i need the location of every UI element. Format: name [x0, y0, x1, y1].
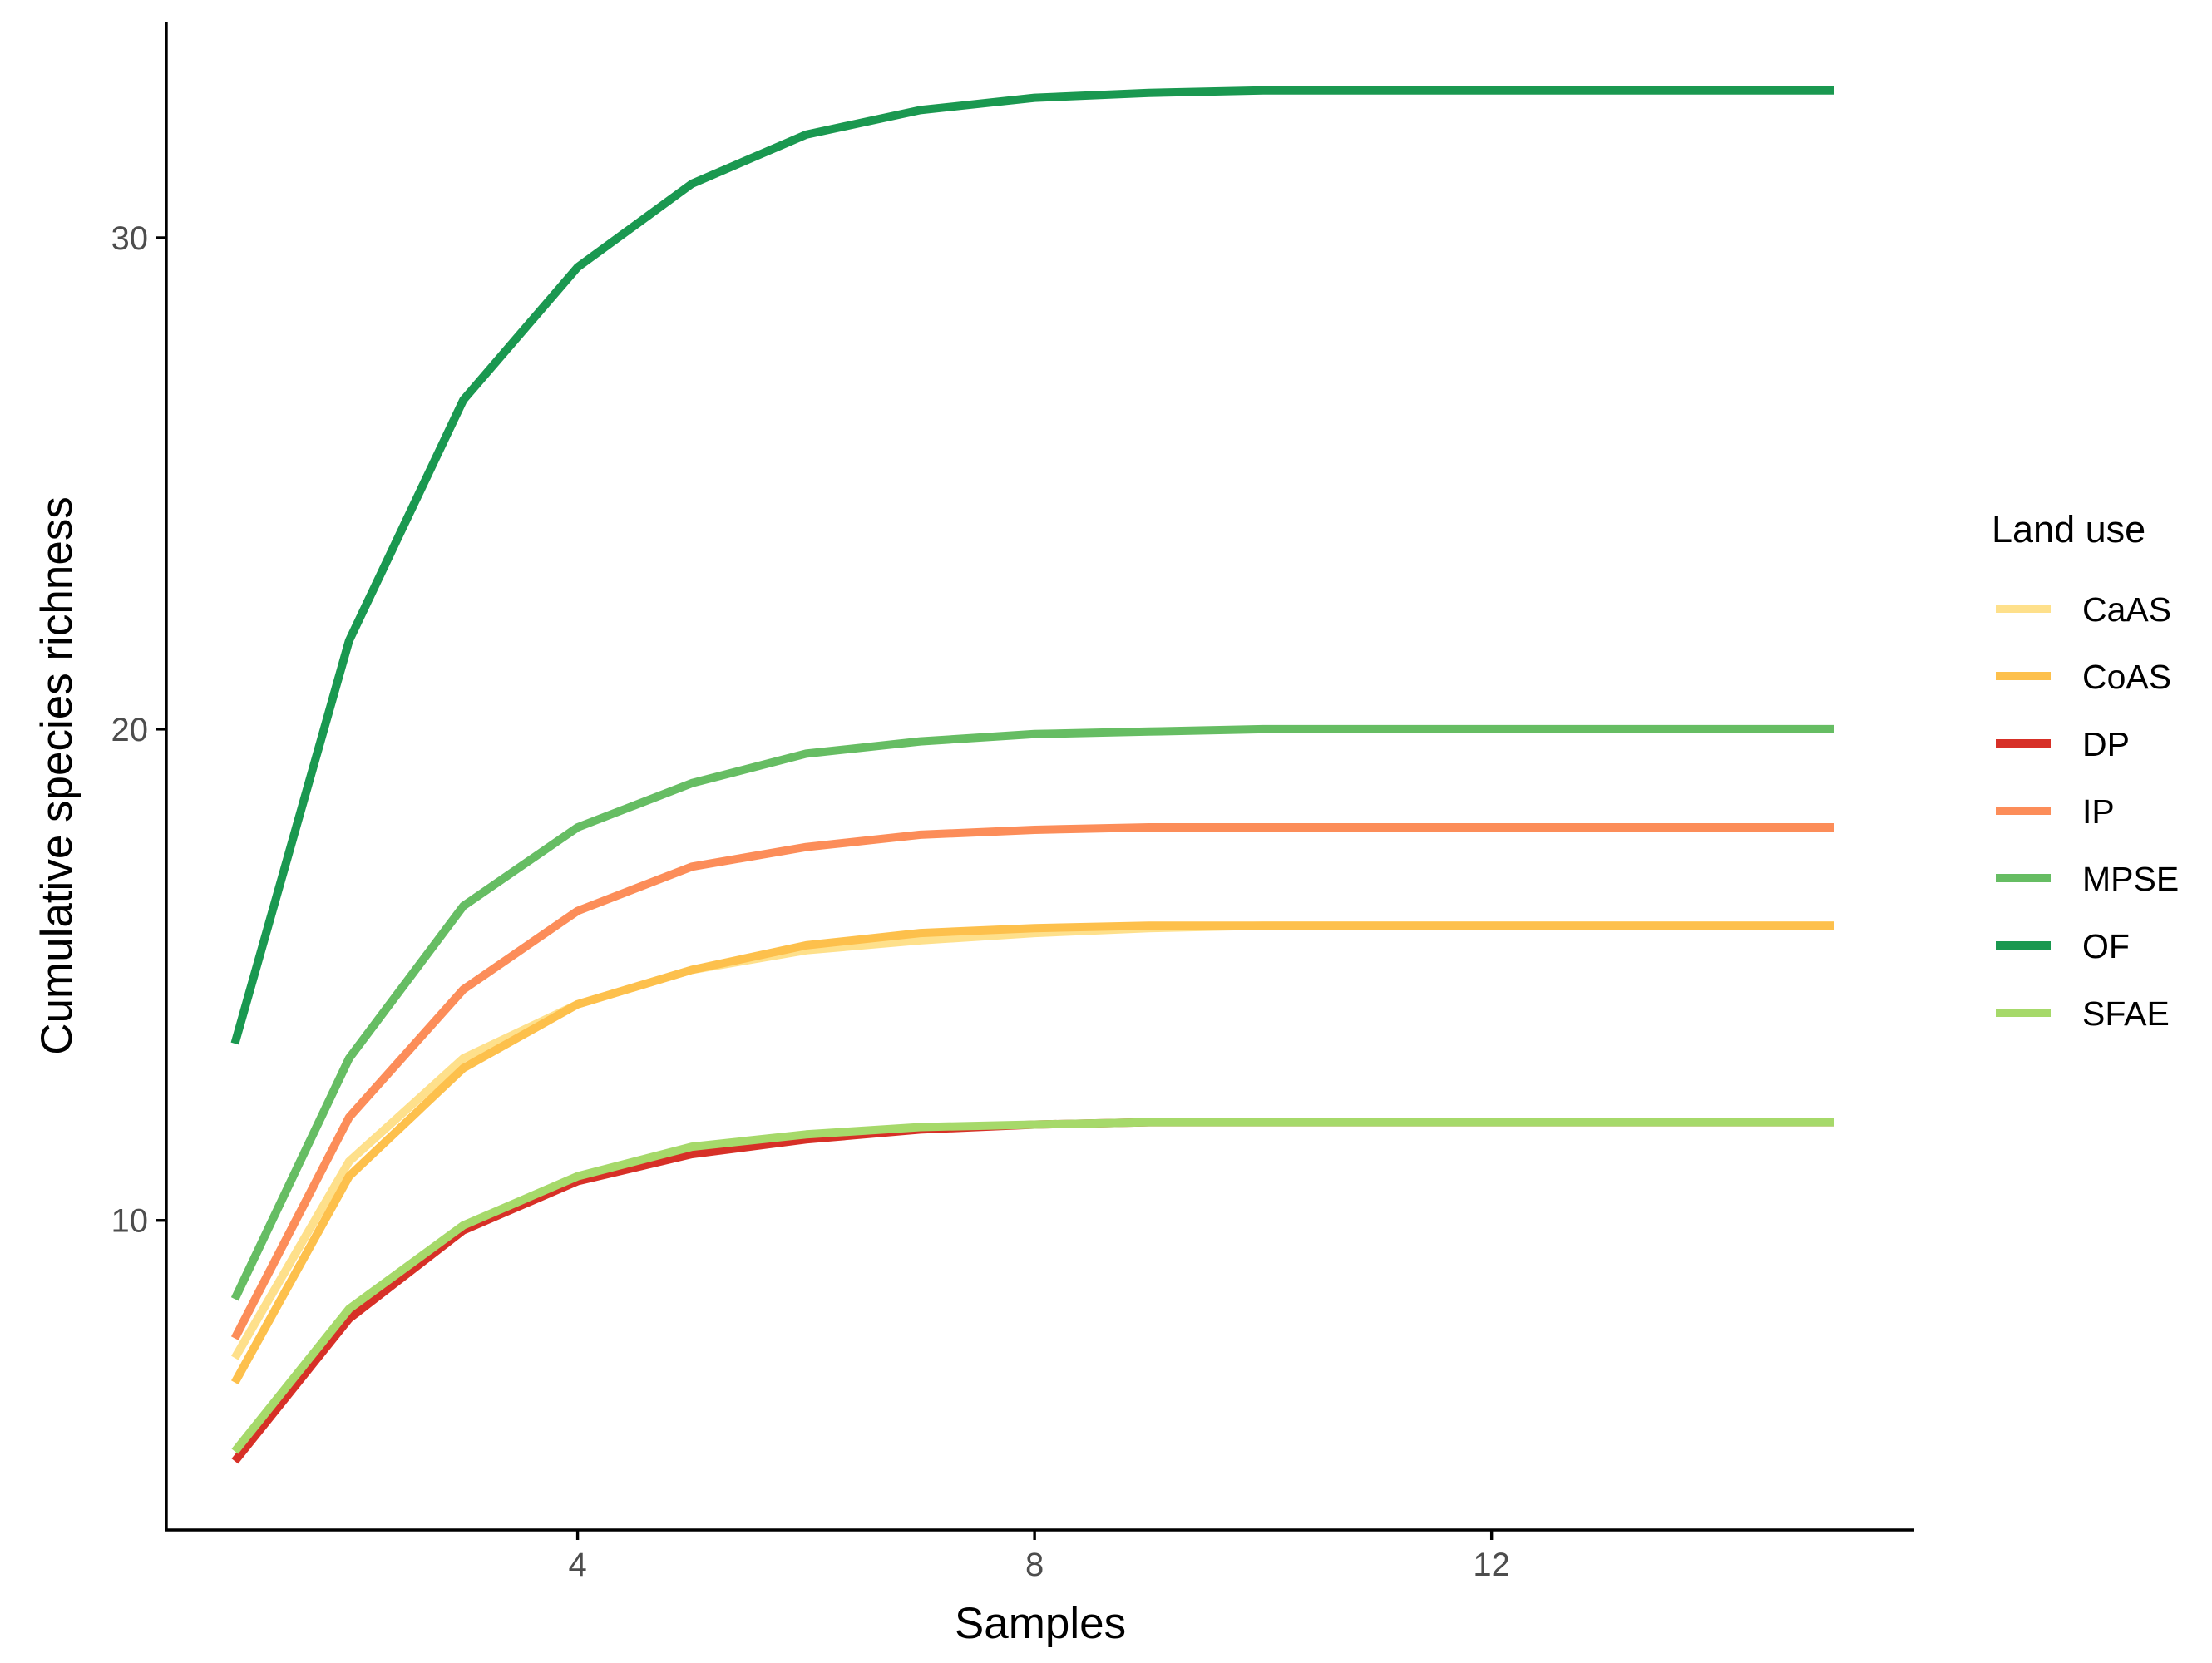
y-ticks: 10 20 30	[111, 220, 166, 1240]
legend-items: CaAS CoAS DP IP MPSE OF SFAE	[1996, 590, 2179, 1033]
legend-label: MPSE	[2082, 860, 2179, 898]
legend: Land use CaAS CoAS DP IP MPSE OF SFAE	[1992, 508, 2179, 1033]
y-tick-label: 20	[111, 712, 149, 748]
legend-label: IP	[2082, 792, 2115, 831]
legend-label: OF	[2082, 927, 2130, 965]
legend-label: SFAE	[2082, 994, 2170, 1033]
x-tick-label: 8	[1025, 1547, 1044, 1583]
x-tick-label: 12	[1473, 1547, 1510, 1583]
axes: 4 8 12 10 20 30 Samples Cumulative species r…	[32, 22, 1914, 1648]
legend-item-coas: CoAS	[1996, 658, 2171, 696]
legend-item-ip: IP	[1996, 792, 2115, 831]
series-line-ip	[230, 823, 1834, 1340]
y-axis-title: Cumulative species richness	[32, 496, 81, 1055]
legend-item-sfae: SFAE	[1996, 994, 2170, 1033]
legend-item-of: OF	[1996, 927, 2130, 965]
legend-label: CoAS	[2082, 658, 2171, 696]
legend-label: CaAS	[2082, 590, 2171, 629]
series-line-of	[230, 86, 1834, 1045]
legend-item-caas: CaAS	[1996, 590, 2171, 629]
legend-label: DP	[2082, 725, 2130, 763]
legend-item-dp: DP	[1996, 725, 2130, 763]
series-layer	[230, 86, 1834, 1464]
x-ticks: 4 8 12	[568, 1530, 1510, 1583]
y-tick-label: 30	[111, 220, 149, 257]
series-line-dp	[231, 1118, 1834, 1464]
x-axis-title: Samples	[955, 1599, 1126, 1648]
series-line-sfae	[231, 1118, 1834, 1454]
series-line-mpse	[230, 724, 1834, 1301]
x-tick-label: 4	[568, 1547, 586, 1583]
y-tick-label: 10	[111, 1203, 149, 1240]
legend-item-mpse: MPSE	[1996, 860, 2179, 898]
legend-title: Land use	[1992, 508, 2145, 550]
series-line-caas	[231, 921, 1834, 1360]
series-line-coas	[231, 921, 1834, 1385]
